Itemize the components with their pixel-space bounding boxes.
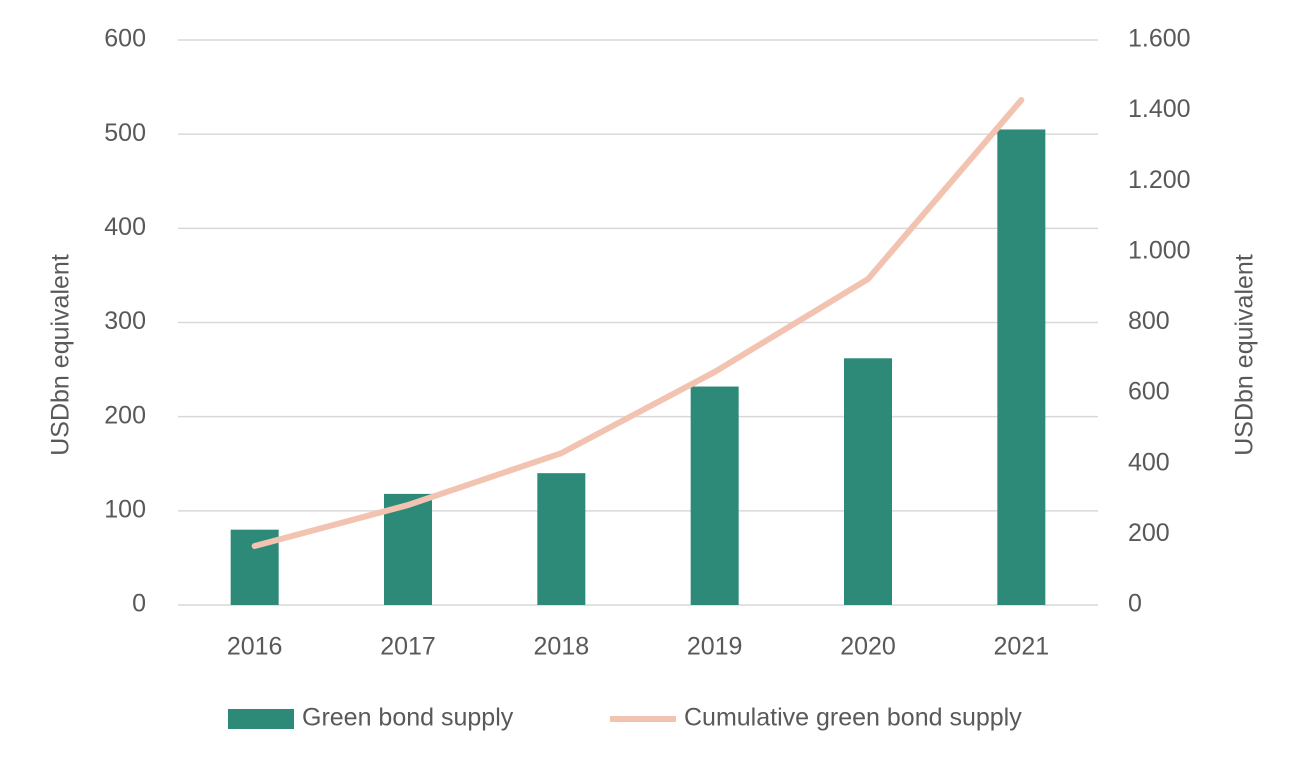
- y2-tick-label: 800: [1128, 307, 1170, 335]
- x-tick-label: 2020: [840, 633, 896, 661]
- bar: [844, 358, 892, 605]
- bar: [537, 473, 586, 605]
- bar: [997, 129, 1046, 606]
- y2-tick-label: 200: [1128, 519, 1170, 547]
- y-tick-label: 0: [132, 590, 146, 618]
- y2-tick-label: 0: [1128, 590, 1142, 618]
- y-axis-label: USDbn equivalent: [47, 254, 75, 456]
- y-tick-label: 200: [104, 401, 146, 429]
- x-tick-label: 2016: [227, 633, 283, 661]
- legend-label: Green bond supply: [302, 704, 514, 732]
- x-tick-label: 2019: [687, 633, 743, 661]
- y2-tick-label: 1.200: [1128, 166, 1191, 194]
- bar: [690, 386, 739, 605]
- y2-tick-label: 600: [1128, 378, 1170, 406]
- x-tick-label: 2021: [994, 633, 1050, 661]
- y-tick-label: 500: [104, 119, 146, 147]
- y-tick-label: 400: [104, 213, 146, 241]
- x-tick-label: 2018: [534, 633, 590, 661]
- y2-axis-label: USDbn equivalent: [1231, 254, 1259, 456]
- y2-tick-label: 1.600: [1128, 25, 1191, 53]
- legend-label: Cumulative green bond supply: [684, 704, 1022, 732]
- y2-tick-label: 400: [1128, 448, 1170, 476]
- y-tick-label: 300: [104, 307, 146, 335]
- x-tick-label: 2017: [380, 633, 436, 661]
- legend-swatch: [228, 709, 294, 729]
- y2-tick-label: 1.400: [1128, 95, 1191, 123]
- y-tick-label: 600: [104, 25, 146, 53]
- y2-tick-label: 1.000: [1128, 236, 1191, 264]
- line: [251, 97, 1025, 550]
- y-tick-label: 100: [104, 495, 146, 523]
